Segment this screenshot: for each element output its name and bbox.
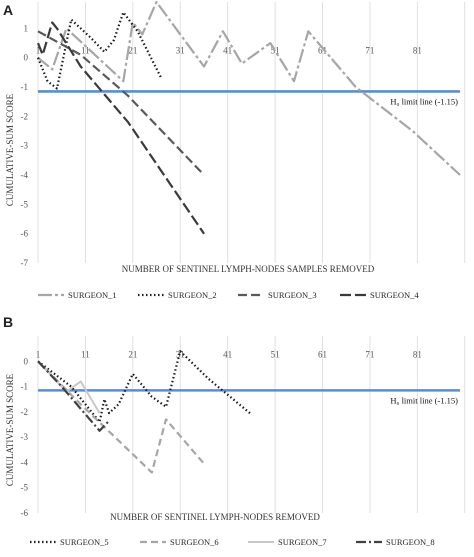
- legend-label: SURGEON_4: [370, 290, 419, 300]
- series-line-surgeon_1: [37, 0, 461, 176]
- panel-a-legend: SURGEON_1 SURGEON_2 SURGEON_3 SURGEON_4: [38, 290, 419, 300]
- y-tick-label: -5: [21, 483, 29, 493]
- legend-label: SURGEON_1: [68, 290, 117, 300]
- x-tick-label: 51: [271, 349, 280, 359]
- x-tick-label: 1: [36, 349, 41, 359]
- series-line-surgeon_4: [36, 21, 205, 235]
- y-tick-label: -6: [21, 229, 29, 239]
- panel-a-letter: A: [3, 2, 13, 18]
- y-tick-label: -1: [21, 382, 29, 392]
- x-tick-label: 81: [413, 349, 422, 359]
- y-tick-label: -6: [21, 508, 29, 518]
- series-line-surgeon_6: [37, 360, 205, 474]
- x-tick-label: 71: [365, 349, 374, 359]
- x-tick-label: 71: [365, 46, 374, 56]
- panel-b-y-axis-title: CUMULATIVE-SUM SCORE: [5, 373, 15, 486]
- x-tick-label: 41: [223, 46, 232, 56]
- panel-b-chart: B 0-1-2-3-4-5-6 1 11 21 31 41 51 61 71 81 H₀ lim…: [3, 314, 466, 547]
- panel-b-limit-label: H₀ limit line (-1.15): [390, 395, 458, 405]
- y-tick-label: 0: [24, 53, 29, 63]
- series-line-surgeon_2: [36, 11, 163, 90]
- legend-label: SURGEON_6: [170, 537, 219, 547]
- x-tick-label: 31: [176, 46, 185, 56]
- x-tick-label: 41: [223, 349, 232, 359]
- panel-a-y-ticks: 1 0 -1 -2 -3 -4 -5 -6 -7: [21, 23, 29, 268]
- panel-a-y-axis-title: CUMULATIVE-SUM SCORE: [5, 93, 15, 206]
- y-tick-label: -4: [21, 457, 29, 467]
- x-tick-label: 11: [81, 349, 90, 359]
- panel-b-y-ticks: 0 -1 -2 -3 -4 -5 -6: [21, 356, 29, 518]
- series-line-surgeon_3: [37, 30, 205, 176]
- y-tick-label: 1: [24, 23, 29, 33]
- legend-label: SURGEON_7: [278, 537, 327, 547]
- legend-label: SURGEON_5: [60, 537, 109, 547]
- x-tick-label: 1: [36, 46, 41, 56]
- legend-label: SURGEON_3: [268, 290, 317, 300]
- panel-a-series: [36, 0, 461, 235]
- panel-b-x-axis-title: NUMBER OF SENTINEL LYMPH-NODES REMOVED: [110, 512, 320, 522]
- panel-a-gridlines: [37, 2, 466, 263]
- y-tick-label: -7: [21, 258, 29, 268]
- x-tick-label: 61: [318, 46, 327, 56]
- y-tick-label: -3: [21, 141, 29, 151]
- y-tick-label: -5: [21, 199, 29, 209]
- y-tick-label: -2: [21, 407, 29, 417]
- x-tick-label: 61: [318, 349, 327, 359]
- y-tick-label: -3: [21, 432, 29, 442]
- y-tick-label: 0: [24, 356, 29, 366]
- legend-label: SURGEON_2: [168, 290, 217, 300]
- panel-b-letter: B: [3, 314, 13, 330]
- series-line-surgeon_8: [37, 360, 110, 432]
- panel-b-x-ticks: 1 11 21 31 41 51 61 71 81: [36, 349, 422, 359]
- legend-label: SURGEON_8: [386, 537, 435, 547]
- x-tick-label: 11: [81, 46, 90, 56]
- panel-a-x-axis-title: NUMBER OF SENTINEL LYMPH-NODES SAMPLES R…: [122, 264, 375, 274]
- y-tick-label: -2: [21, 111, 29, 121]
- panel-b-legend: SURGEON_5 SURGEON_6 SURGEON_7 SURGEON_8: [30, 537, 435, 547]
- panel-b-series: [37, 350, 253, 474]
- x-tick-label: 21: [128, 349, 137, 359]
- x-tick-label: 81: [413, 46, 422, 56]
- panel-b-gridlines: [37, 336, 466, 513]
- series-line-surgeon_5: [37, 350, 253, 424]
- y-tick-label: -4: [21, 170, 29, 180]
- y-tick-label: -1: [21, 82, 29, 92]
- panel-a-limit-label: H₀ limit line (-1.15): [390, 96, 458, 106]
- x-tick-label: 21: [128, 46, 137, 56]
- panel-a-chart: A 10-1-2-3-4-5-6-7 1 11 21 31 41 51 61 71 81 H₀ …: [3, 0, 466, 300]
